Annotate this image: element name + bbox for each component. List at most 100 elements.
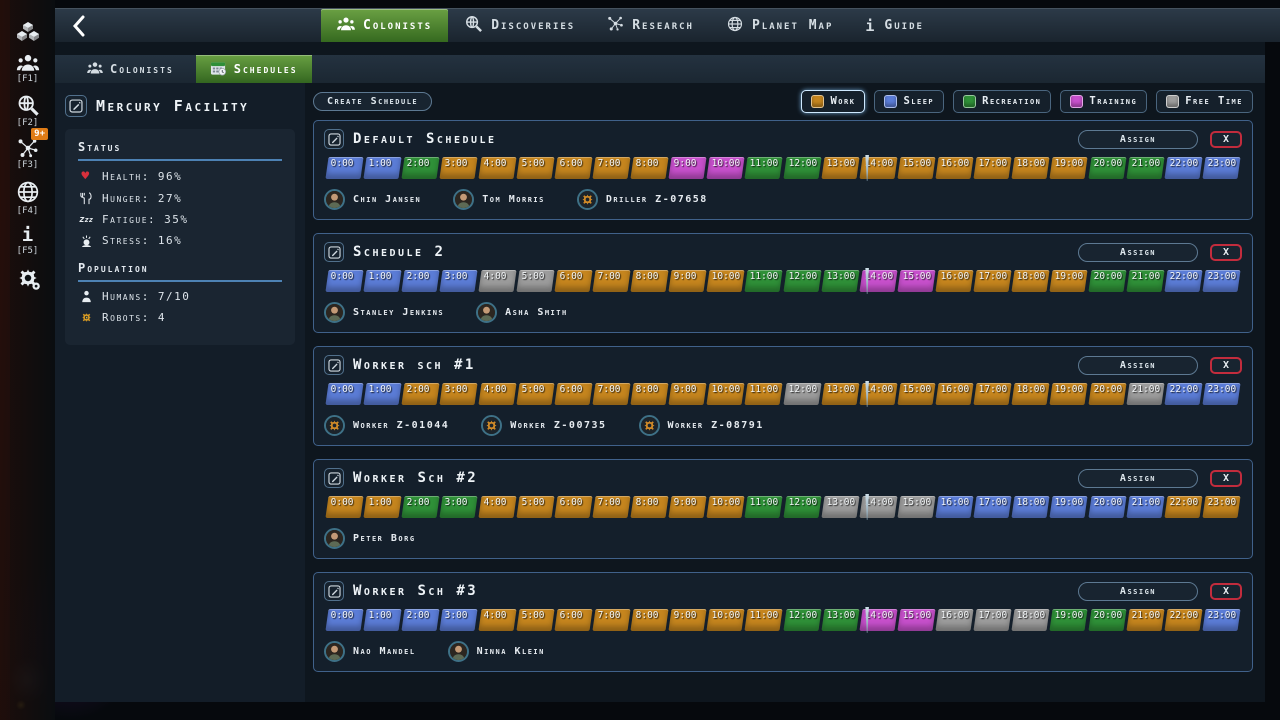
- timeline-block-work[interactable]: 7:00: [592, 609, 631, 631]
- timeline-block-work[interactable]: 14:00: [859, 383, 898, 405]
- edit-schedule-name-button[interactable]: [324, 355, 344, 375]
- delete-schedule-button[interactable]: X: [1209, 243, 1242, 261]
- timeline-block-sleep[interactable]: 23:00: [1202, 609, 1241, 631]
- member-chip[interactable]: Tom Morris: [453, 188, 545, 210]
- timeline-block-sleep[interactable]: 23:00: [1202, 157, 1241, 179]
- timeline-block-work[interactable]: 4:00: [477, 383, 517, 405]
- timeline-block-work[interactable]: 9:00: [668, 609, 707, 631]
- member-chip[interactable]: Ninna Klein: [447, 640, 545, 662]
- timeline-block-sleep[interactable]: 0:00: [325, 157, 364, 179]
- timeline-block-recreation[interactable]: 20:00: [1087, 157, 1127, 179]
- edit-schedule-name-button[interactable]: [324, 129, 344, 149]
- timeline-block-work[interactable]: 14:00: [859, 157, 898, 179]
- timeline-block-work[interactable]: 0:00: [325, 496, 364, 518]
- timeline-block-work[interactable]: 7:00: [592, 157, 631, 179]
- timeline-block-work[interactable]: 18:00: [1011, 157, 1050, 179]
- legend-recreation[interactable]: Recreation: [953, 89, 1052, 113]
- timeline-block-sleep[interactable]: 0:00: [325, 609, 364, 631]
- timeline-block-work[interactable]: 4:00: [477, 609, 517, 631]
- member-chip[interactable]: Worker Z-08791: [638, 414, 764, 436]
- timeline-block-work[interactable]: 19:00: [1049, 383, 1089, 405]
- timeline-block-training[interactable]: 14:00: [859, 609, 898, 631]
- timeline-block-free[interactable]: 14:00: [859, 496, 898, 518]
- subtab-schedules[interactable]: Schedules: [195, 55, 312, 83]
- timeline-block-work[interactable]: 8:00: [630, 157, 669, 179]
- member-chip[interactable]: Peter Borg: [324, 527, 416, 549]
- assign-button[interactable]: Assign: [1077, 242, 1198, 262]
- legend-sleep[interactable]: Sleep: [874, 89, 945, 113]
- timeline-block-free[interactable]: 13:00: [821, 496, 860, 518]
- timeline-block-sleep[interactable]: 20:00: [1087, 496, 1127, 518]
- timeline-block-work[interactable]: 6:00: [554, 383, 593, 405]
- timeline-block-recreation[interactable]: 20:00: [1087, 270, 1127, 292]
- timeline-block-recreation[interactable]: 21:00: [1126, 270, 1165, 292]
- timeline-block-sleep[interactable]: 2:00: [401, 609, 440, 631]
- timeline-block-sleep[interactable]: 21:00: [1126, 496, 1165, 518]
- timeline-block-work[interactable]: 10:00: [706, 496, 745, 518]
- timeline-block-work[interactable]: 9:00: [668, 383, 707, 405]
- rail-item-planet-map[interactable]: [F4]: [0, 179, 55, 216]
- rail-item-research[interactable]: [F3]: [0, 137, 55, 170]
- timeline-block-free[interactable]: 4:00: [477, 270, 517, 292]
- timeline-block-training[interactable]: 9:00: [668, 157, 707, 179]
- timeline-block-work[interactable]: 21:00: [1126, 609, 1165, 631]
- timeline-block-recreation[interactable]: 21:00: [1126, 157, 1165, 179]
- timeline-block-work[interactable]: 10:00: [706, 270, 745, 292]
- timeline-block-recreation[interactable]: 20:00: [1087, 609, 1127, 631]
- timeline-block-work[interactable]: 11:00: [744, 383, 784, 405]
- timeline-block-work[interactable]: 11:00: [744, 609, 784, 631]
- timeline-block-free[interactable]: 15:00: [897, 496, 936, 518]
- timeline-block-work[interactable]: 15:00: [897, 157, 936, 179]
- timeline-block-work[interactable]: 5:00: [516, 496, 555, 518]
- legend-free-time[interactable]: Free Time: [1156, 89, 1253, 113]
- timeline-block-work[interactable]: 6:00: [554, 609, 593, 631]
- timeline-block-work[interactable]: 19:00: [1049, 157, 1089, 179]
- rail-item-resources[interactable]: [0, 20, 55, 44]
- timeline-block-sleep[interactable]: 19:00: [1049, 496, 1089, 518]
- timeline-block-work[interactable]: 8:00: [630, 383, 669, 405]
- timeline-block-recreation[interactable]: 19:00: [1049, 609, 1089, 631]
- create-schedule-button[interactable]: Create Schedule: [313, 91, 433, 111]
- timeline-block-work[interactable]: 8:00: [630, 270, 669, 292]
- edit-facility-name-button[interactable]: [65, 95, 87, 117]
- timeline-block-sleep[interactable]: 23:00: [1202, 270, 1241, 292]
- assign-button[interactable]: Assign: [1077, 355, 1198, 375]
- timeline-block-sleep[interactable]: 23:00: [1202, 383, 1241, 405]
- member-chip[interactable]: Asha Smith: [476, 301, 568, 323]
- timeline-block-free[interactable]: 16:00: [935, 609, 974, 631]
- assign-button[interactable]: Assign: [1077, 581, 1198, 601]
- timeline-block-work[interactable]: 17:00: [973, 270, 1012, 292]
- timeline-block-work[interactable]: 9:00: [668, 496, 707, 518]
- timeline-block-sleep[interactable]: 22:00: [1164, 157, 1203, 179]
- timeline-block-work[interactable]: 1:00: [363, 496, 402, 518]
- timeline-block-recreation[interactable]: 11:00: [744, 270, 784, 292]
- timeline-block-recreation[interactable]: 13:00: [821, 609, 860, 631]
- timeline-block-recreation[interactable]: 2:00: [401, 496, 440, 518]
- subtab-colonists[interactable]: Colonists: [73, 55, 188, 83]
- timeline-block-sleep[interactable]: 18:00: [1011, 496, 1050, 518]
- timeline-block-work[interactable]: 16:00: [935, 383, 974, 405]
- timeline-block-work[interactable]: 22:00: [1164, 609, 1203, 631]
- timeline-block-sleep[interactable]: 22:00: [1164, 383, 1203, 405]
- timeline-block-work[interactable]: 8:00: [630, 496, 669, 518]
- timeline-block-training[interactable]: 15:00: [897, 270, 936, 292]
- rail-item-colonists[interactable]: [F1]: [0, 53, 55, 84]
- delete-schedule-button[interactable]: X: [1209, 469, 1242, 487]
- timeline-block-work[interactable]: 13:00: [821, 383, 860, 405]
- timeline-block-work[interactable]: 23:00: [1202, 496, 1241, 518]
- tab-colonists[interactable]: Colonists: [321, 9, 449, 42]
- timeline-block-work[interactable]: 3:00: [439, 383, 479, 405]
- timeline-block-free[interactable]: 17:00: [973, 609, 1012, 631]
- tab-planet-map[interactable]: Planet Map: [710, 9, 849, 42]
- timeline-block-recreation[interactable]: 12:00: [782, 270, 822, 292]
- timeline-block-work[interactable]: 17:00: [973, 383, 1012, 405]
- timeline-block-training[interactable]: 14:00: [859, 270, 898, 292]
- back-button[interactable]: [55, 9, 103, 42]
- assign-button[interactable]: Assign: [1077, 129, 1198, 149]
- timeline-block-work[interactable]: 7:00: [592, 496, 631, 518]
- member-chip[interactable]: Stanley Jenkins: [324, 301, 444, 323]
- timeline-block-sleep[interactable]: 1:00: [363, 383, 402, 405]
- legend-training[interactable]: Training: [1060, 89, 1148, 113]
- delete-schedule-button[interactable]: X: [1209, 130, 1242, 148]
- timeline-block-recreation[interactable]: 11:00: [744, 157, 784, 179]
